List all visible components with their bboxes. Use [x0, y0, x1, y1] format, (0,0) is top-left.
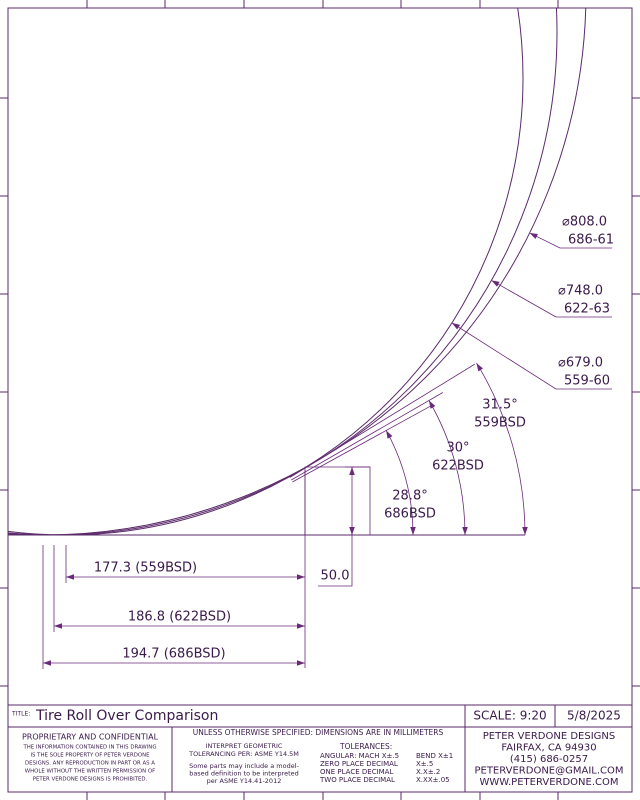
proprietary-heading: PROPRIETARY AND CONFIDENTIAL: [22, 733, 159, 742]
step: [304, 466, 371, 535]
bsd-label: 559BSD: [474, 416, 526, 431]
tolerance-cell: TWO PLACE DECIMAL: [319, 776, 395, 784]
title: Tire Roll Over Comparison: [35, 708, 218, 724]
diameter-label: ⌀748.0: [558, 284, 603, 299]
proprietary-text: WHOLE WITHOUT THE WRITTEN PERMISSION OF: [25, 769, 155, 775]
proprietary-text: PETER VERDONE DESIGNS IS PROHIBITED.: [33, 777, 148, 783]
angle-label: 30°: [446, 441, 469, 456]
interpret-note: INTERPRET GEOMETRIC: [206, 742, 283, 750]
geometry: [8, 8, 587, 536]
date: 5/8/2025: [567, 709, 621, 723]
diameter-label: ⌀808.0: [562, 215, 607, 230]
leader: [451, 322, 557, 390]
labels: ⌀808.0 686-61 ⌀748.0 622-63 ⌀679.0 559-60 31.5…: [42, 215, 614, 669]
model-note: based definition to be interpreted: [189, 770, 299, 778]
tire-outline: [8, 8, 558, 536]
proprietary-text: DESIGNS. ANY REPRODUCTION IN PART OR AS …: [25, 761, 155, 767]
diameter-label: ⌀679.0: [558, 356, 603, 371]
title-label: TITLE:: [11, 711, 30, 718]
leader: [529, 232, 561, 249]
angle-label: 31.5°: [482, 398, 517, 413]
tolerance-cell: ONE PLACE DECIMAL: [320, 768, 393, 776]
angle-arc: [385, 430, 416, 536]
model-note: Some parts may include a model-: [189, 762, 299, 770]
tire-size-label: 686-61: [568, 233, 614, 248]
interpret-note: TOLERANCING PER: ASME Y14.5M: [188, 750, 299, 758]
angle-label: 28.8°: [392, 489, 427, 504]
angle-line: [291, 392, 444, 481]
tolerance-cell: X±.5: [416, 760, 433, 768]
title-block: TITLE: Tire Roll Over Comparison SCALE: …: [7, 704, 633, 793]
angle-arc: [476, 362, 528, 536]
tire-outline: [8, 8, 524, 536]
leader-shelf: [318, 535, 353, 587]
length-label: 177.3 (559BSD): [94, 561, 197, 576]
proprietary-text: THE INFORMATION CONTAINED IN THIS DRAWIN…: [22, 745, 156, 751]
tolerances-heading: TOLERANCES:: [339, 742, 392, 751]
company-line: (415) 686-0257: [510, 754, 588, 765]
bsd-label: 686BSD: [384, 507, 436, 522]
tolerance-cell: BEND X±1: [416, 752, 453, 760]
units-note: UNLESS OTHERWISE SPECIFIED: DIMENSIONS A…: [193, 728, 444, 737]
tolerance-cell: X.X±.2: [416, 768, 440, 776]
bsd-label: 622BSD: [432, 459, 484, 474]
proprietary-text: IS THE SOLE PROPERTY OF PETER VERDONE: [30, 753, 150, 759]
length-label: 186.8 (622BSD): [128, 610, 231, 625]
model-note: per ASME Y14.41-2012: [207, 777, 282, 785]
step-height-label: 50.0: [321, 569, 350, 584]
tolerance-cell: ZERO PLACE DECIMAL: [320, 760, 398, 768]
tire-size-label: 622-63: [564, 302, 610, 317]
tolerance-cell: X.XX±.05: [416, 776, 450, 784]
tolerance-cell: ANGULAR: MACH X±.5: [320, 752, 399, 760]
company-line: PETER VERDONE DESIGNS: [483, 731, 615, 742]
border: [7, 7, 633, 793]
angle-arc: [428, 400, 468, 536]
scale: SCALE: 9:20: [473, 709, 546, 723]
length-label: 194.7 (686BSD): [122, 647, 225, 662]
title-block-frame: [7, 704, 633, 793]
angle-line: [292, 404, 433, 483]
tire-size-label: 559-60: [564, 374, 610, 389]
leader: [491, 279, 557, 318]
angle-line: [289, 363, 476, 478]
company-line: FAIRFAX, CA 94930: [501, 743, 596, 754]
company-line: PETERVERDONE@GMAIL.COM: [474, 766, 623, 777]
company-line: WWW.PETERVERDONE.COM: [479, 777, 618, 788]
